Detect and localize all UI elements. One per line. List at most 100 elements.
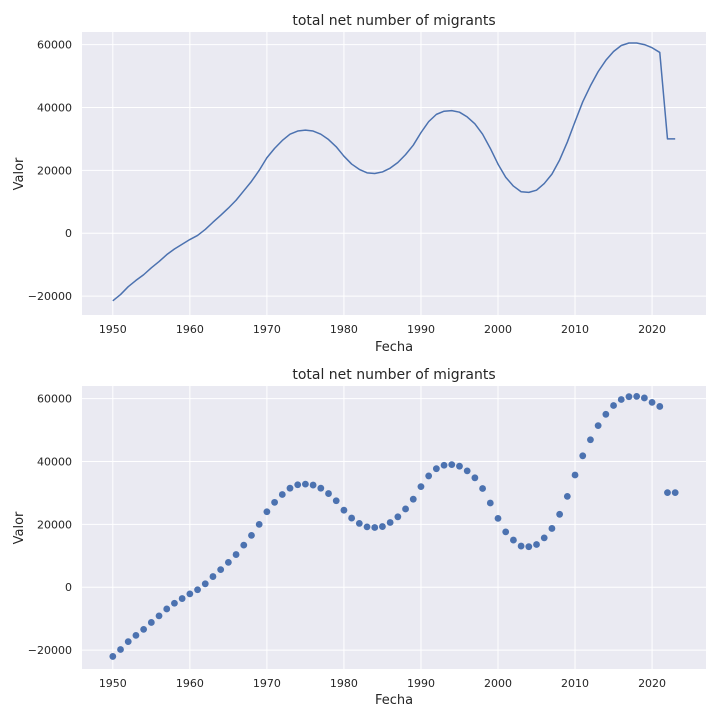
data-point (471, 474, 479, 482)
y-tick-label: 20000 (37, 518, 72, 531)
data-point (448, 461, 456, 469)
data-point (486, 499, 494, 507)
data-point (224, 559, 232, 566)
data-point (440, 461, 448, 469)
data-point (394, 513, 402, 521)
data-point (571, 471, 579, 479)
data-point (579, 452, 587, 460)
chart-title-bottom: total net number of migrants (292, 367, 495, 383)
gridlines-bottom (82, 386, 706, 669)
x-tick-label: 2010 (561, 323, 589, 336)
data-point (371, 524, 379, 531)
chart-title-top: total net number of migrants (292, 13, 495, 29)
data-point (563, 492, 571, 500)
x-tick-label: 1980 (330, 677, 358, 690)
data-point (379, 523, 386, 530)
data-point (340, 506, 348, 514)
series-bottom (109, 392, 679, 660)
chart-bottom: 1950 1960 1970 1980 1990 2000 2010 2020 −20000 0… (12, 367, 706, 708)
x-tick-label: 1980 (330, 323, 358, 336)
data-point (502, 528, 510, 536)
data-point (355, 520, 363, 527)
data-point (232, 551, 240, 558)
data-point (540, 534, 548, 542)
data-point (132, 631, 140, 639)
x-tick-label: 1970 (253, 323, 281, 336)
x-tick-label: 2000 (484, 677, 512, 690)
data-point (286, 484, 294, 492)
y-tick-labels-bottom: −20000 0 20000 40000 60000 (28, 393, 72, 658)
data-point (209, 573, 217, 580)
data-point (171, 599, 178, 607)
data-point (617, 396, 625, 403)
data-point (155, 612, 163, 620)
data-point (556, 510, 564, 518)
data-point (610, 402, 617, 409)
data-point (386, 519, 394, 526)
data-point (479, 485, 486, 492)
data-point (271, 498, 278, 506)
data-point (648, 398, 656, 406)
data-point (417, 483, 425, 491)
x-tick-label: 2010 (561, 677, 589, 690)
data-point (633, 392, 641, 400)
data-point (263, 508, 271, 516)
x-tick-label: 1990 (407, 323, 435, 336)
data-point (109, 653, 117, 660)
data-point (363, 523, 371, 531)
y-tick-label: 0 (65, 227, 72, 240)
data-point (432, 465, 440, 473)
x-axis-label-bottom: Fecha (375, 693, 413, 708)
plot-area-top (82, 32, 706, 315)
x-tick-label: 1950 (99, 323, 127, 336)
data-point (325, 490, 332, 497)
data-point (640, 394, 648, 402)
gridlines-top (82, 32, 706, 315)
x-tick-label: 1960 (176, 323, 204, 336)
data-point (278, 491, 286, 498)
x-tick-label: 2020 (638, 323, 666, 336)
plot-area-bottom (82, 386, 706, 669)
data-point (124, 638, 132, 646)
data-point (587, 436, 594, 444)
data-point (302, 480, 309, 488)
data-point (178, 595, 186, 602)
data-point (402, 505, 409, 513)
y-tick-label: 40000 (37, 101, 72, 114)
data-point (494, 514, 502, 522)
chart-top: 1950 1960 1970 1980 1990 2000 2010 2020 −20000 0… (12, 13, 706, 355)
data-point (201, 580, 209, 588)
y-tick-labels-top: −20000 0 20000 40000 60000 (28, 39, 72, 304)
data-point (255, 520, 263, 528)
data-point (463, 467, 471, 475)
x-tick-label: 1970 (253, 677, 281, 690)
data-point (194, 586, 201, 594)
data-point (147, 619, 155, 626)
data-point (309, 481, 317, 489)
data-point (525, 543, 533, 551)
x-tick-label: 1990 (407, 677, 435, 690)
y-tick-label: −20000 (28, 290, 72, 303)
y-axis-label-top: Valor (12, 157, 27, 190)
data-point (317, 484, 325, 492)
data-point (548, 525, 556, 532)
y-axis-label-bottom: Valor (12, 511, 27, 544)
data-point (248, 531, 255, 539)
y-tick-label: −20000 (28, 644, 72, 657)
x-tick-labels-top: 1950 1960 1970 1980 1990 2000 2010 2020 (99, 323, 666, 336)
x-tick-label: 1960 (176, 677, 204, 690)
series-line (112, 42, 676, 302)
data-point (163, 605, 171, 613)
data-point (332, 497, 340, 505)
y-tick-label: 60000 (37, 393, 72, 406)
data-point (117, 646, 124, 653)
x-tick-labels-bottom: 1950 1960 1970 1980 1990 2000 2010 2020 (99, 677, 666, 690)
x-tick-label: 2000 (484, 323, 512, 336)
data-point (533, 541, 540, 548)
data-point (517, 542, 525, 550)
x-axis-label-top: Fecha (375, 340, 413, 355)
y-tick-label: 0 (65, 581, 72, 594)
data-point (671, 489, 679, 496)
data-point (217, 566, 225, 574)
